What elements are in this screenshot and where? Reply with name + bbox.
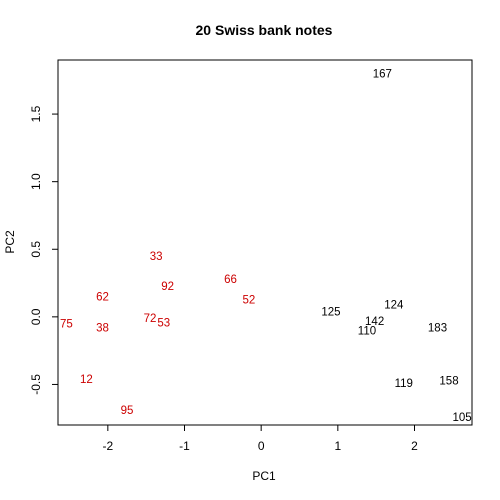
y-tick-label: -0.5 — [29, 374, 43, 395]
x-axis: -2 -1 0 1 2 — [102, 424, 418, 453]
chart-title: 20 Swiss bank notes — [196, 22, 333, 38]
point-label-124: 124 — [384, 300, 404, 312]
point-label-95: 95 — [121, 405, 134, 417]
point-label-12: 12 — [80, 374, 93, 386]
y-tick-label: 0.0 — [29, 308, 43, 325]
point-label-183: 183 — [428, 323, 447, 335]
point-label-72: 72 — [144, 313, 157, 325]
y-tick-label: 0.5 — [29, 241, 43, 258]
point-label-125: 125 — [321, 306, 340, 318]
point-label-119: 119 — [395, 378, 413, 390]
point-label-110: 110 — [358, 325, 376, 337]
x-tick-label: 1 — [334, 439, 341, 453]
point-label-105: 105 — [452, 412, 471, 424]
point-label-52: 52 — [243, 294, 256, 306]
point-label-66: 66 — [224, 274, 237, 286]
point-label-33: 33 — [150, 251, 163, 263]
y-tick-label: 1.0 — [29, 173, 43, 190]
y-tick-label: 1.5 — [29, 105, 43, 122]
point-label-142: 142 — [365, 316, 384, 328]
plot-frame — [57, 59, 473, 426]
x-tick-label: -1 — [179, 439, 190, 453]
point-label-62: 62 — [96, 292, 109, 304]
point-label-158: 158 — [439, 375, 458, 387]
x-tick-label: 0 — [258, 439, 265, 453]
y-axis-label: PC2 — [3, 230, 17, 254]
y-axis: -0.5 0.0 0.5 1.0 1.5 — [29, 105, 59, 395]
point-label-38: 38 — [96, 323, 109, 335]
x-tick-label: 2 — [411, 439, 418, 453]
x-axis-label: PC1 — [252, 469, 276, 483]
point-label-53: 53 — [157, 317, 170, 329]
point-label-167: 167 — [373, 69, 392, 81]
point-label-92: 92 — [161, 281, 174, 293]
point-label-75: 75 — [60, 319, 73, 331]
x-tick-label: -2 — [102, 439, 113, 453]
